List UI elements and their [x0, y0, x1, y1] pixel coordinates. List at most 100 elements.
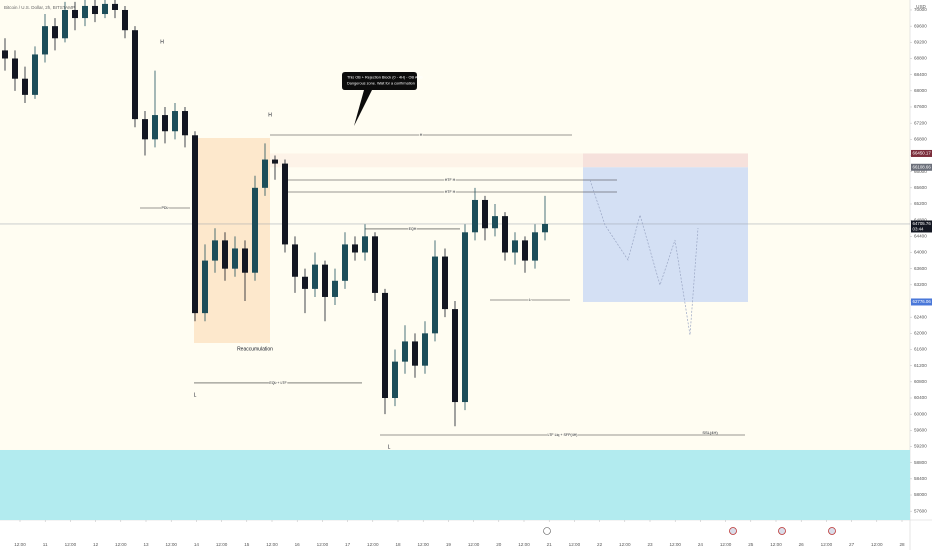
- pivot-label: H: [160, 39, 164, 45]
- x-tick-label: 12:00: [417, 542, 429, 547]
- x-tick-label: 12:00: [518, 542, 530, 547]
- x-tick-label: 12:00: [569, 542, 581, 547]
- x-tick-label: 12:00: [317, 542, 329, 547]
- y-tick-label: 64800: [914, 217, 927, 222]
- callout-text: Dangerous zone. Wait for a confirmation: [347, 82, 415, 86]
- x-tick-label: 27: [849, 542, 855, 547]
- projection-path: [589, 179, 699, 336]
- candle-body: [392, 361, 398, 399]
- price-tag-label: 66450.17: [913, 151, 932, 156]
- candle-body: [272, 159, 278, 164]
- x-tick-label: 12:00: [115, 542, 127, 547]
- candle-body: [282, 163, 288, 245]
- level-label: L: [529, 298, 531, 302]
- x-tick-label: 12:00: [165, 542, 177, 547]
- price-tag-label: 62776.06: [913, 299, 932, 304]
- event-flag: [828, 527, 836, 535]
- level-label: H: [420, 133, 423, 137]
- y-tick-label: 63600: [914, 266, 927, 271]
- candle-body: [422, 333, 428, 366]
- candle-body: [2, 50, 8, 59]
- x-tick-label: 22: [597, 542, 603, 547]
- y-tick-label: 68000: [914, 88, 927, 93]
- candle-body: [312, 264, 318, 289]
- candle-body: [182, 111, 188, 136]
- x-tick-label: 12:00: [619, 542, 631, 547]
- y-tick-label: 61200: [914, 363, 927, 368]
- y-tick-label: 67600: [914, 104, 927, 109]
- candle-body: [152, 115, 158, 140]
- level-label: PDL: [162, 206, 169, 210]
- price-tag: [911, 298, 932, 306]
- price-tag: [911, 220, 932, 233]
- y-tick-label: 68400: [914, 72, 927, 77]
- y-tick-label: 59600: [914, 428, 927, 433]
- x-tick-label: 26: [799, 542, 805, 547]
- candle-body: [222, 240, 228, 269]
- y-tick-label: 63200: [914, 282, 927, 287]
- candle-body: [492, 216, 498, 229]
- candle-body: [332, 280, 338, 297]
- x-tick-label: 16: [295, 542, 301, 547]
- x-tick-label: 11: [43, 542, 48, 547]
- y-tick-label: 69600: [914, 23, 927, 28]
- candle-body: [202, 260, 208, 314]
- y-tick-label: 65600: [914, 185, 927, 190]
- y-tick-label: 60000: [914, 411, 927, 416]
- price-axis: [910, 0, 932, 550]
- x-tick-label: 12:00: [871, 542, 883, 547]
- callout-box: [342, 72, 417, 126]
- candle-body: [452, 309, 458, 403]
- x-tick-label: 12:00: [65, 542, 77, 547]
- y-tick-label: 59200: [914, 444, 927, 449]
- pivot-label: H: [268, 112, 272, 118]
- y-tick-label: 58800: [914, 460, 927, 465]
- candle-body: [12, 58, 18, 79]
- candle-body: [542, 223, 548, 233]
- candle-body: [212, 240, 218, 261]
- y-tick-label: 58000: [914, 492, 927, 497]
- candle-body: [402, 341, 408, 362]
- candle-body: [472, 199, 478, 233]
- x-tick-label: 12:00: [468, 542, 480, 547]
- candle-body: [522, 240, 528, 261]
- y-tick-label: 66000: [914, 169, 927, 174]
- x-tick-label: 12:00: [669, 542, 681, 547]
- candle-body: [92, 5, 98, 15]
- countdown: 03:44: [913, 227, 925, 232]
- currency: USD: [916, 4, 926, 9]
- x-tick-label: 12: [93, 542, 99, 547]
- candle-body: [42, 26, 48, 55]
- candle-body: [122, 9, 128, 31]
- price-tag: [911, 149, 932, 157]
- candle-body: [192, 135, 198, 314]
- x-tick-label: 12:00: [266, 542, 278, 547]
- candle-body: [102, 3, 108, 15]
- candle-body: [532, 232, 538, 261]
- candle-body: [442, 256, 448, 310]
- candle-body: [512, 240, 518, 253]
- y-tick-label: 60800: [914, 379, 927, 384]
- x-tick-label: 13: [143, 542, 149, 547]
- candle-body: [162, 115, 168, 132]
- y-tick-label: 57600: [914, 508, 927, 513]
- x-tick-label: 12:00: [770, 542, 782, 547]
- level-label: EQL + LTF: [269, 381, 287, 385]
- level-label: EQH: [409, 227, 417, 231]
- candle-body: [462, 232, 468, 403]
- candle-body: [172, 111, 178, 132]
- y-tick-label: 65200: [914, 201, 927, 206]
- x-tick-label: 15: [244, 542, 250, 547]
- candle-body: [22, 78, 28, 95]
- event-flag: [729, 527, 737, 535]
- zone: [583, 153, 748, 168]
- y-tick-label: 64000: [914, 250, 927, 255]
- x-tick-label: 28: [899, 542, 905, 547]
- x-tick-label: 12:00: [367, 542, 379, 547]
- x-tick-label: 23: [647, 542, 653, 547]
- x-tick-label: 25: [748, 542, 754, 547]
- y-tick-label: 70000: [914, 7, 927, 12]
- candle-body: [502, 216, 508, 253]
- pivot-label: L: [194, 392, 197, 398]
